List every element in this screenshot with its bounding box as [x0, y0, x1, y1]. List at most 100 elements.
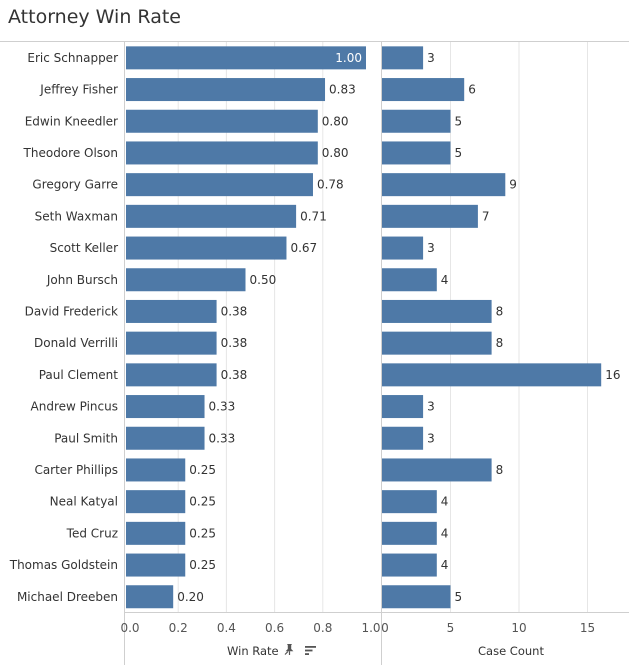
attorney-name-label[interactable]: John Bursch — [46, 273, 118, 287]
case-count-bar[interactable] — [382, 141, 451, 165]
case-count-bar[interactable] — [382, 173, 506, 197]
win-rate-bar[interactable] — [126, 363, 217, 387]
case-count-value-label: 7 — [482, 209, 490, 223]
win-rate-value-label: 0.80 — [322, 114, 349, 128]
win-rate-tick-label: 1.0 — [361, 621, 380, 635]
case-count-bar[interactable] — [382, 426, 424, 450]
case-count-value-label: 4 — [441, 273, 449, 287]
attorney-name-label[interactable]: Seth Waxman — [35, 209, 118, 223]
win-rate-value-label: 0.33 — [209, 431, 236, 445]
case-count-value-label: 8 — [496, 304, 504, 318]
case-count-bar[interactable] — [382, 395, 424, 419]
attorney-name-label[interactable]: Carter Phillips — [34, 463, 118, 477]
attorney-name-label[interactable]: David Frederick — [25, 304, 118, 318]
page-title: Attorney Win Rate — [8, 6, 181, 28]
case-count-tick-label: 5 — [447, 621, 455, 635]
win-rate-bar[interactable] — [126, 585, 174, 609]
case-count-bar[interactable] — [382, 363, 602, 387]
attorney-name-label[interactable]: Michael Dreeben — [17, 590, 118, 604]
case-count-bar[interactable] — [382, 46, 424, 70]
case-count-tick-label: 10 — [511, 621, 526, 635]
case-count-bar[interactable] — [382, 585, 451, 609]
win-rate-value-label: 0.80 — [322, 146, 349, 160]
attorney-name-label[interactable]: Ted Cruz — [66, 526, 118, 540]
win-rate-value-label: 0.25 — [189, 526, 216, 540]
case-count-value-label: 4 — [441, 526, 449, 540]
attorney-name-label[interactable]: Gregory Garre — [32, 178, 118, 192]
case-count-bar[interactable] — [382, 236, 424, 260]
attorney-name-label[interactable]: Scott Keller — [50, 241, 118, 255]
win-rate-bar[interactable] — [126, 268, 246, 292]
case-count-value-label: 4 — [441, 558, 449, 572]
case-count-bar[interactable] — [382, 458, 492, 482]
win-rate-value-label: 0.78 — [317, 178, 344, 192]
win-rate-bar[interactable] — [126, 78, 326, 102]
win-rate-tick-label: 0.4 — [217, 621, 236, 635]
win-rate-tick-label: 0.2 — [169, 621, 188, 635]
case-count-axis-title[interactable]: Case Count — [478, 644, 544, 658]
case-count-value-label: 3 — [427, 51, 435, 65]
case-count-bar[interactable] — [382, 490, 437, 514]
attorney-name-label[interactable]: Theodore Olson — [23, 146, 118, 160]
case-count-bar[interactable] — [382, 78, 465, 102]
case-count-bar[interactable] — [382, 109, 451, 133]
attorney-name-label[interactable]: Paul Smith — [54, 431, 118, 445]
case-count-value-label: 5 — [455, 114, 463, 128]
win-rate-value-label: 0.38 — [221, 304, 248, 318]
attorney-name-label[interactable]: Andrew Pincus — [31, 400, 118, 414]
case-count-value-label: 8 — [496, 336, 504, 350]
case-count-value-label: 6 — [468, 83, 476, 97]
win-rate-axis-title[interactable]: Win Rate — [227, 644, 279, 658]
win-rate-value-label: 0.38 — [221, 336, 248, 350]
win-rate-value-label: 0.38 — [221, 368, 248, 382]
win-rate-bar[interactable] — [126, 395, 205, 419]
case-count-value-label: 16 — [605, 368, 620, 382]
sort-descending-icon[interactable] — [305, 646, 316, 655]
win-rate-value-label: 0.20 — [177, 590, 204, 604]
case-count-value-label: 5 — [455, 146, 463, 160]
win-rate-value-label: 0.33 — [209, 400, 236, 414]
pin-icon[interactable] — [284, 644, 294, 655]
win-rate-bar[interactable] — [126, 173, 313, 197]
win-rate-value-label: 0.25 — [189, 558, 216, 572]
win-rate-value-label: 0.25 — [189, 463, 216, 477]
attorney-name-label[interactable]: Eric Schnapper — [27, 51, 118, 65]
case-count-value-label: 9 — [509, 178, 517, 192]
case-count-bar[interactable] — [382, 331, 492, 355]
win-rate-bar[interactable] — [126, 46, 366, 70]
case-count-bar[interactable] — [382, 299, 492, 323]
win-rate-bar[interactable] — [126, 458, 186, 482]
win-rate-value-label: 0.25 — [189, 495, 216, 509]
attorney-name-label[interactable]: Paul Clement — [39, 368, 119, 382]
case-count-bar[interactable] — [382, 521, 437, 545]
win-rate-bar[interactable] — [126, 490, 186, 514]
attorney-name-label[interactable]: Jeffrey Fisher — [39, 83, 118, 97]
attorney-name-label[interactable]: Thomas Goldstein — [9, 558, 118, 572]
attorney-name-label[interactable]: Edwin Kneedler — [25, 114, 118, 128]
win-rate-bar[interactable] — [126, 141, 318, 165]
win-rate-tick-label: 0.6 — [265, 621, 284, 635]
case-count-value-label: 3 — [427, 400, 435, 414]
case-count-tick-label: 15 — [580, 621, 595, 635]
win-rate-bar[interactable] — [126, 553, 186, 577]
win-rate-bar[interactable] — [126, 521, 186, 545]
win-rate-value-label: 0.71 — [300, 209, 327, 223]
win-rate-value-label: 0.83 — [329, 83, 356, 97]
win-rate-bar[interactable] — [126, 109, 318, 133]
case-count-value-label: 8 — [496, 463, 504, 477]
case-count-bar[interactable] — [382, 268, 437, 292]
win-rate-bar[interactable] — [126, 299, 217, 323]
win-rate-bar[interactable] — [126, 426, 205, 450]
win-rate-tick-label: 0.0 — [120, 621, 139, 635]
win-rate-value-label: 0.50 — [250, 273, 277, 287]
win-rate-value-label: 0.67 — [290, 241, 317, 255]
attorney-name-label[interactable]: Donald Verrilli — [34, 336, 118, 350]
case-count-bar[interactable] — [382, 204, 478, 228]
case-count-bar[interactable] — [382, 553, 437, 577]
win-rate-bar[interactable] — [126, 236, 287, 260]
case-count-value-label: 5 — [455, 590, 463, 604]
attorney-name-label[interactable]: Neal Katyal — [50, 495, 118, 509]
win-rate-bar[interactable] — [126, 331, 217, 355]
win-rate-bar[interactable] — [126, 204, 297, 228]
